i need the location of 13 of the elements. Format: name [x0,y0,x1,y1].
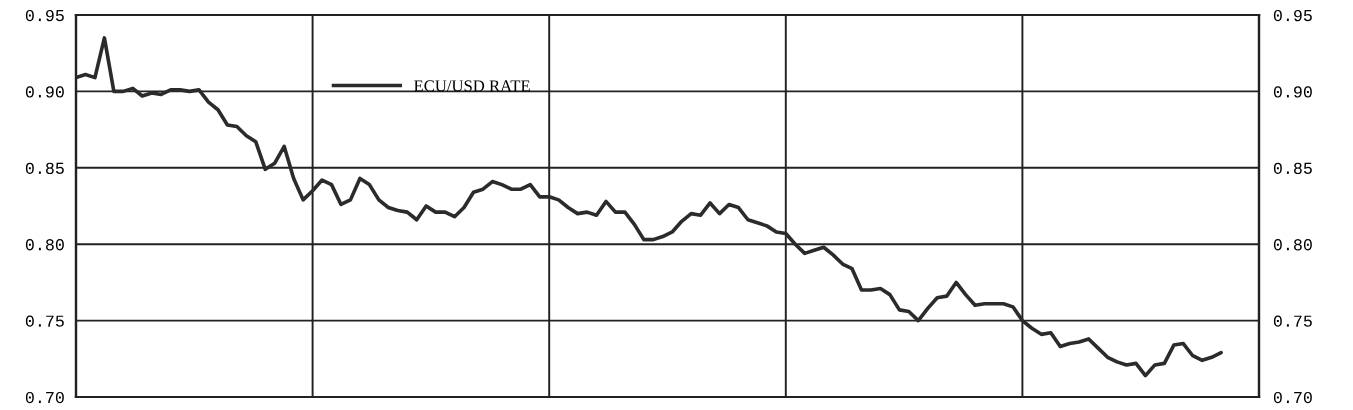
y-tick-label: 0.70 [25,391,64,404]
legend-label: ECU/USD RATE [413,80,530,92]
y-tick-label: 0.95 [25,9,64,22]
y-tick-label: 0.80 [25,239,64,251]
y2-tick-label: 0.90 [1273,86,1312,98]
y2-tick-label: 0.70 [1273,391,1312,404]
y2-tick-label: 0.85 [1273,162,1312,174]
y-tick-label: 0.75 [25,315,64,327]
y-tick-label: 0.85 [25,162,64,174]
y2-tick-label: 0.95 [1273,9,1312,22]
y-tick-label: 0.90 [25,86,64,98]
y2-tick-label: 0.75 [1273,315,1312,327]
y2-tick-label: 0.80 [1273,239,1312,251]
